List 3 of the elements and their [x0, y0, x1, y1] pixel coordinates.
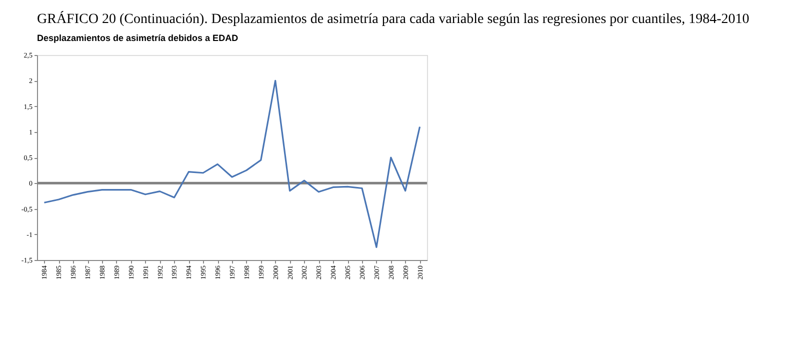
line-series — [43, 80, 421, 248]
chart-title: GRÁFICO 20 (Continuación). Desplazamientos de asimetría para cada variable según las regresiones por cuantiles, 1984-2010 — [37, 10, 750, 27]
chart-subtitle: Desplazamientos de asimetría debidos a EDAD — [37, 33, 239, 43]
